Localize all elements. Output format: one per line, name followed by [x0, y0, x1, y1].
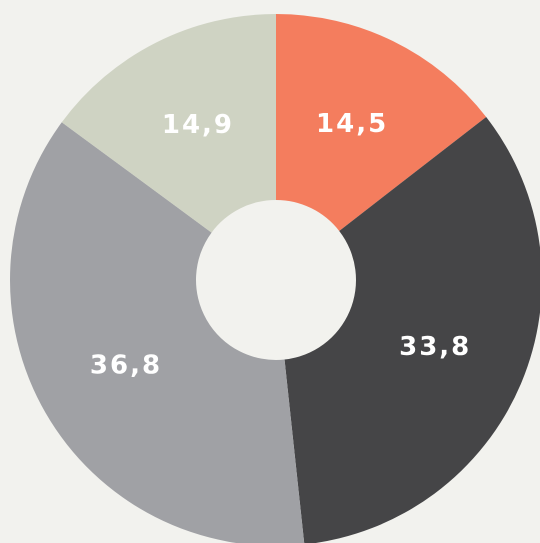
slice	[276, 14, 487, 231]
slice	[61, 14, 276, 233]
slice	[284, 116, 540, 543]
value-label: 14,9	[162, 110, 234, 140]
slice	[10, 122, 305, 543]
value-label: 14,5	[316, 109, 388, 139]
value-label: 33,8	[399, 332, 471, 362]
value-label: 36,8	[90, 351, 162, 381]
